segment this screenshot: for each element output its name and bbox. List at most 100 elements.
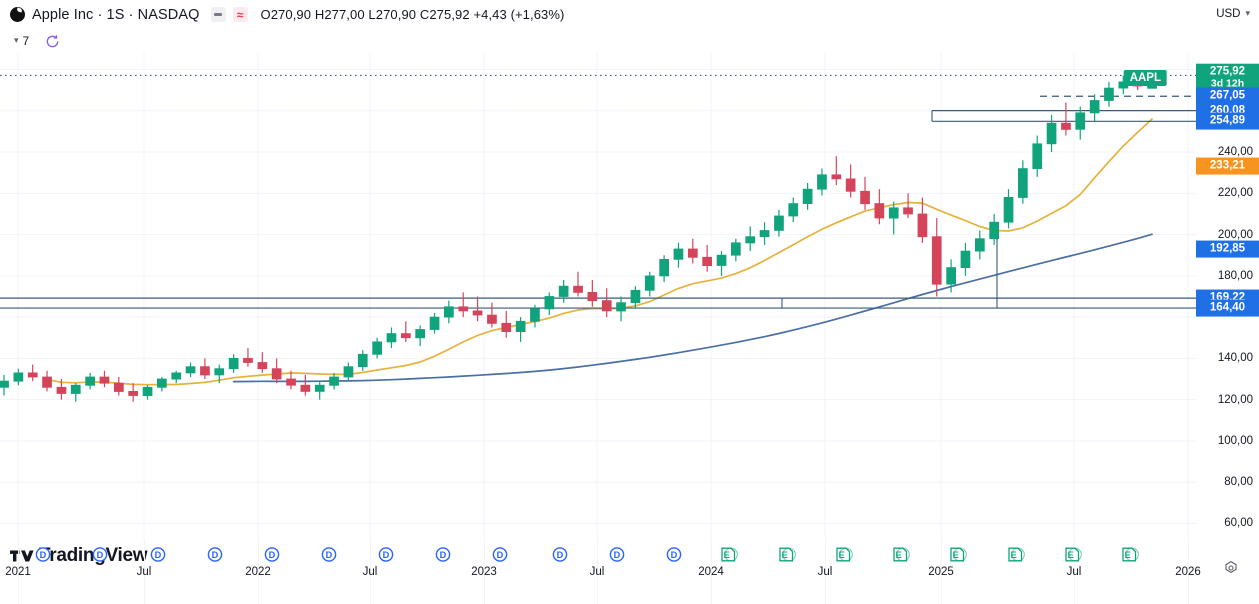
time-divider <box>941 540 942 604</box>
time-tick-label: 2026 <box>1175 566 1201 578</box>
indicator-count-value: 7 <box>22 34 30 48</box>
time-tick-label: 2024 <box>698 566 724 578</box>
dividend-marker[interactable]: D <box>664 544 685 565</box>
time-divider <box>597 540 598 604</box>
svg-text:E: E <box>839 550 845 560</box>
dividend-marker[interactable]: D <box>90 544 111 565</box>
ohlc-values: O270,90 H277,00 L270,90 C275,92 +4,43 (+… <box>261 7 565 22</box>
ohlc-close-value: 275,92 <box>429 7 470 22</box>
earnings-marker[interactable]: E <box>1119 544 1140 565</box>
svg-text:D: D <box>269 550 276 560</box>
dividend-marker[interactable]: D <box>376 544 397 565</box>
time-divider <box>711 540 712 604</box>
earnings-marker[interactable]: E <box>947 544 968 565</box>
time-tick-label: 2023 <box>471 566 497 578</box>
svg-text:D: D <box>97 550 104 560</box>
time-tick-label: Jul <box>136 566 152 578</box>
price-badge-value: 267,05 <box>1209 89 1246 102</box>
ohlc-change: +4,43 <box>473 7 507 22</box>
ohlc-high-value: 277,00 <box>324 7 365 22</box>
price-level-badge[interactable]: 254,89 <box>1196 112 1259 130</box>
chevron-down-icon: ▾ <box>14 34 19 45</box>
price-badge-value: 233,21 <box>1209 159 1246 172</box>
tradingview-mark-icon <box>10 550 34 561</box>
svg-text:E: E <box>1011 550 1017 560</box>
price-scale-right[interactable]: 60,00 80,00 100,00 120,00 140,00 180,00 200,00… <box>1196 53 1259 540</box>
svg-text:D: D <box>557 550 564 560</box>
price-tick: 180,00 <box>1217 269 1253 282</box>
chart-canvas[interactable] <box>0 53 1196 540</box>
indicator-count-chip[interactable]: ▾ 7 <box>10 33 33 49</box>
svg-text:D: D <box>440 550 447 560</box>
dividend-marker[interactable]: D <box>607 544 628 565</box>
price-level-badge[interactable]: 267,05 <box>1196 87 1259 105</box>
dividend-marker[interactable]: D <box>33 544 54 565</box>
svg-text:D: D <box>383 550 390 560</box>
time-divider <box>18 540 19 604</box>
svg-text:E: E <box>896 550 902 560</box>
series-price-tag[interactable]: AAPL <box>1123 69 1167 86</box>
ohlc-high-label: H <box>314 7 325 22</box>
time-tick-label: 2022 <box>245 566 271 578</box>
time-tick-label: Jul <box>589 566 605 578</box>
svg-text:D: D <box>40 550 47 560</box>
wave-indicator-icon[interactable]: ≈ <box>232 7 248 22</box>
bar-style-icon[interactable] <box>210 7 226 22</box>
earnings-marker[interactable]: E <box>1062 544 1083 565</box>
ohlc-low-value: 270,90 <box>375 7 417 22</box>
dividend-marker[interactable]: D <box>550 544 571 565</box>
symbol-title[interactable]: Apple Inc · 1S · NASDAQ <box>32 6 200 23</box>
dividend-marker[interactable]: D <box>262 544 283 565</box>
time-divider <box>1188 540 1189 604</box>
earnings-marker[interactable]: E <box>833 544 854 565</box>
svg-text:E: E <box>1125 550 1131 560</box>
time-tick-label: 2021 <box>5 566 31 578</box>
currency-label: USD <box>1216 8 1241 20</box>
time-divider <box>484 540 485 604</box>
price-level-badge[interactable]: 164,40 <box>1196 299 1259 317</box>
chart-header-secondary: ▾ 7 <box>0 29 1259 53</box>
current-price-badge[interactable]: 275,92 3d 12h <box>1196 63 1259 93</box>
earnings-marker[interactable]: E <box>776 544 797 565</box>
svg-text:E: E <box>953 550 959 560</box>
earnings-marker[interactable]: E <box>1005 544 1026 565</box>
price-level-badge[interactable]: 233,21 <box>1196 157 1259 175</box>
price-badge-value: 192,85 <box>1209 242 1246 255</box>
header-icon-group: ≈ <box>210 7 248 22</box>
price-tick: 120,00 <box>1217 393 1253 406</box>
candlestick-plot <box>0 53 1196 540</box>
time-tick-label: Jul <box>362 566 378 578</box>
tradingview-logo[interactable]: TradingView <box>10 545 148 567</box>
time-divider <box>825 540 826 604</box>
refresh-icon[interactable] <box>45 34 60 49</box>
earnings-marker[interactable]: E <box>890 544 911 565</box>
svg-text:D: D <box>212 550 219 560</box>
ohlc-open-value: 270,90 <box>270 7 312 22</box>
svg-text:E: E <box>724 550 730 560</box>
dividend-marker[interactable]: D <box>205 544 226 565</box>
earnings-marker[interactable]: E <box>718 544 739 565</box>
svg-text:D: D <box>155 550 162 560</box>
dividend-marker[interactable]: D <box>319 544 340 565</box>
dividend-marker[interactable]: D <box>433 544 454 565</box>
svg-text:E: E <box>782 550 788 560</box>
price-tick: 220,00 <box>1217 187 1253 200</box>
price-level-badge[interactable]: 192,85 <box>1196 240 1259 258</box>
currency-selector[interactable]: USD ▾ <box>1211 6 1255 22</box>
price-badge-value: 275,92 <box>1209 65 1246 78</box>
svg-text:E: E <box>1068 550 1074 560</box>
gear-icon[interactable] <box>1223 560 1239 576</box>
svg-text:D: D <box>614 550 621 560</box>
time-tick-label: 2025 <box>928 566 954 578</box>
time-scale-bottom[interactable]: TradingView 2021 Jul 2022 Jul 2023 Jul 2024 Jul… <box>0 540 1259 604</box>
price-tick: 140,00 <box>1217 352 1253 365</box>
time-tick-label: Jul <box>1066 566 1082 578</box>
dividend-marker[interactable]: D <box>148 544 169 565</box>
countdown-label: 3d 12h <box>1210 77 1245 90</box>
time-tick-label: Jul <box>817 566 833 578</box>
chart-header-legend: Apple Inc · 1S · NASDAQ ≈ O270,90 H277,0… <box>0 0 1259 29</box>
dividend-marker[interactable]: D <box>490 544 511 565</box>
ohlc-low-label: L <box>368 7 376 22</box>
time-divider <box>1074 540 1075 604</box>
svg-text:D: D <box>497 550 504 560</box>
